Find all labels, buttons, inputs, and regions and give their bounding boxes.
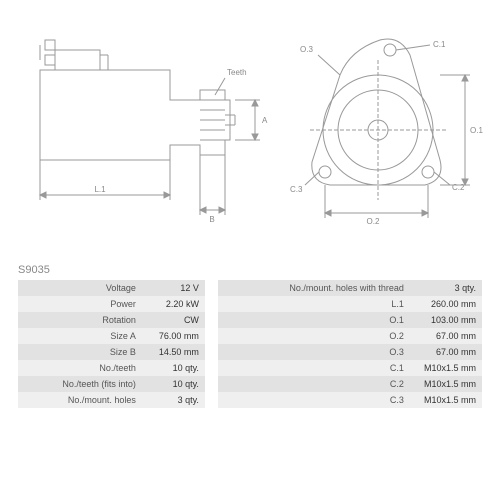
dim-c3-label: C.3 [290, 185, 303, 194]
spec-value: CW [142, 312, 205, 328]
spec-row: Size B14.50 mm O.367.00 mm [18, 344, 482, 360]
spec-label: C.3 [218, 392, 409, 408]
dim-l1-label: L.1 [94, 185, 106, 194]
spec-value: M10x1.5 mm [410, 392, 482, 408]
spec-label: L.1 [218, 296, 409, 312]
dim-b-label: B [209, 215, 214, 224]
spec-label: Power [18, 296, 142, 312]
spec-row: No./teeth10 qty. C.1M10x1.5 mm [18, 360, 482, 376]
spec-row: RotationCW O.1103.00 mm [18, 312, 482, 328]
spec-value: M10x1.5 mm [410, 360, 482, 376]
spec-row: Size A76.00 mm O.267.00 mm [18, 328, 482, 344]
spec-row: No./mount. holes3 qty. C.3M10x1.5 mm [18, 392, 482, 408]
spec-label: O.2 [218, 328, 409, 344]
dim-c1-label: C.1 [433, 40, 446, 49]
dim-a-label: A [262, 116, 268, 125]
spec-row: Power2.20 kW L.1260.00 mm [18, 296, 482, 312]
spec-value: 260.00 mm [410, 296, 482, 312]
dim-o3-label: O.3 [300, 45, 313, 54]
spec-label: Size A [18, 328, 142, 344]
dim-c2-label: C.2 [452, 183, 465, 192]
teeth-label: Teeth [227, 68, 247, 77]
dim-o2-label: O.2 [367, 217, 380, 226]
spec-label: O.3 [218, 344, 409, 360]
spec-value: 103.00 mm [410, 312, 482, 328]
spec-value: 2.20 kW [142, 296, 205, 312]
spec-label: C.1 [218, 360, 409, 376]
part-id: S9035 [0, 260, 500, 280]
dim-o1-label: O.1 [470, 126, 483, 135]
spec-label: No./teeth [18, 360, 142, 376]
spec-label: No./mount. holes [18, 392, 142, 408]
spec-value: 12 V [142, 280, 205, 296]
spec-value: M10x1.5 mm [410, 376, 482, 392]
spec-value: 67.00 mm [410, 344, 482, 360]
spec-value: 67.00 mm [410, 328, 482, 344]
spec-label: No./mount. holes with thread [218, 280, 409, 296]
spec-label: Voltage [18, 280, 142, 296]
spec-label: No./teeth (fits into) [18, 376, 142, 392]
spec-value: 3 qty. [410, 280, 482, 296]
spec-label: C.2 [218, 376, 409, 392]
spec-row: Voltage12 V No./mount. holes with thread3… [18, 280, 482, 296]
spec-value: 10 qty. [142, 360, 205, 376]
spec-value: 10 qty. [142, 376, 205, 392]
spec-label: O.1 [218, 312, 409, 328]
technical-drawing: L.1 B A Teeth [0, 0, 500, 260]
specs-table: Voltage12 VNo./mount. holes with thread3… [18, 280, 482, 408]
spec-value: 76.00 mm [142, 328, 205, 344]
spec-value: 14.50 mm [142, 344, 205, 360]
spec-label: Size B [18, 344, 142, 360]
spec-value: 3 qty. [142, 392, 205, 408]
spec-label: Rotation [18, 312, 142, 328]
spec-row: No./teeth (fits into)10 qty. C.2M10x1.5 m… [18, 376, 482, 392]
